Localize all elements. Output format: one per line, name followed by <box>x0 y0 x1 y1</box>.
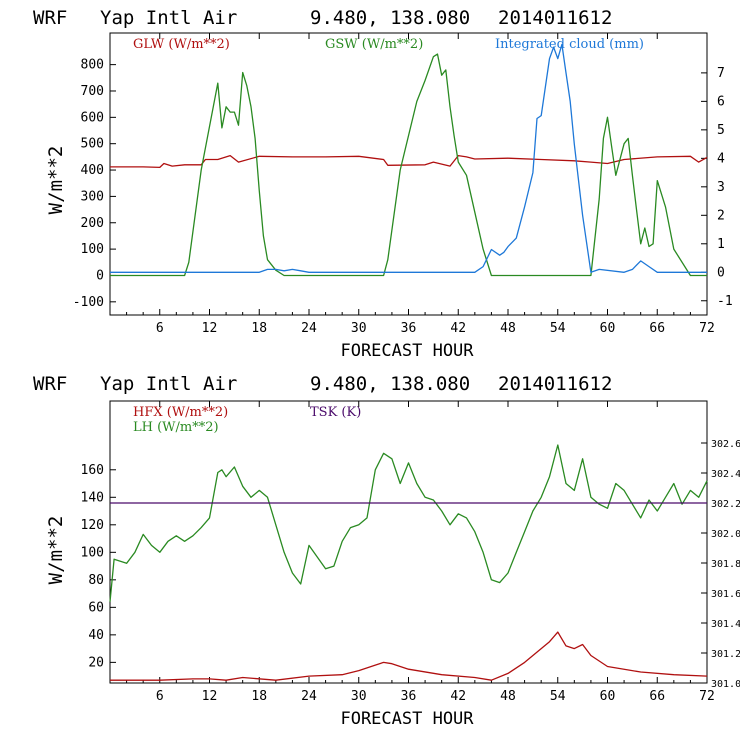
x-tick-label: 66 <box>649 689 665 704</box>
y2-tick-label: 4 <box>717 151 725 166</box>
panel2-series <box>109 444 708 681</box>
x-tick-label: 48 <box>500 321 516 336</box>
y2-tick-label: 2 <box>717 208 725 223</box>
panel1-header-init: 2014011612 <box>498 7 612 29</box>
y2-tick-label: 7 <box>717 66 725 81</box>
y-tick-label: 400 <box>81 163 104 178</box>
y2-tick-label: 301.2 <box>711 649 740 660</box>
panel2-x-axis-title: FORECAST HOUR <box>340 709 474 729</box>
y-tick-label: 0 <box>96 268 104 283</box>
y-tick-label: 100 <box>81 545 104 560</box>
y2-tick-label: 6 <box>717 94 725 109</box>
y2-tick-label: 301.8 <box>711 559 740 570</box>
panel2-y2-axis: 301.0 301.2 301.4 301.6 301.8 302.0 302.2 302.4… <box>701 439 740 690</box>
y-tick-label: -100 <box>73 295 104 310</box>
series-line-integrated <box>110 43 707 273</box>
panel2-x-axis: 6 12 18 24 30 36 42 48 54 60 66 72 <box>126 401 715 704</box>
panel-2: WRF Yap Intl Air 9.480, 138.080 20140116… <box>33 373 740 729</box>
x-tick-label: 24 <box>301 321 317 336</box>
series-line-gsw <box>110 53 707 277</box>
x-tick-label: 12 <box>202 321 218 336</box>
panel2-header-init: 2014011612 <box>498 373 612 395</box>
y-tick-label: 100 <box>81 242 104 257</box>
x-tick-label: 30 <box>351 321 367 336</box>
x-tick-label: 54 <box>550 321 566 336</box>
y2-tick-label: 3 <box>717 180 725 195</box>
y2-tick-label: 5 <box>717 123 725 138</box>
y2-tick-label: 301.0 <box>711 679 740 690</box>
panel2-header-coords: 9.480, 138.080 <box>310 373 470 395</box>
panel1-y-axis: -100 0 100 200 300 400 500 600 700 800 <box>73 58 116 310</box>
series-line-hfx <box>110 631 708 681</box>
panel2-y-axis-title: W/m**2 <box>45 516 67 585</box>
panel1-y-axis-title: W/m**2 <box>45 146 67 215</box>
x-tick-label: 18 <box>251 321 267 336</box>
panel1-x-axis: 6 12 18 24 30 36 42 48 54 60 66 72 <box>126 33 715 336</box>
panel1-y2-axis: -1 0 1 2 3 4 5 6 7 <box>701 66 733 309</box>
y-tick-label: 20 <box>88 655 104 670</box>
x-tick-label: 18 <box>251 689 267 704</box>
panel1-header-model: WRF <box>33 7 67 29</box>
legend-glw: GLW (W/m**2) <box>133 37 230 52</box>
y-tick-label: 60 <box>88 600 104 615</box>
x-tick-label: 48 <box>500 689 516 704</box>
x-tick-label: 6 <box>156 689 164 704</box>
y-tick-label: 40 <box>88 628 104 643</box>
legend-hfx: HFX (W/m**2) <box>133 405 228 420</box>
y-tick-label: 120 <box>81 518 104 533</box>
panel1-header-coords: 9.480, 138.080 <box>310 7 470 29</box>
y-tick-label: 80 <box>88 573 104 588</box>
x-tick-label: 60 <box>600 321 616 336</box>
x-tick-label: 42 <box>450 689 466 704</box>
panel-1: WRF Yap Intl Air 9.480, 138.080 20140116… <box>33 7 733 361</box>
legend-lh: LH (W/m**2) <box>133 420 219 435</box>
legend-integrated-cloud: Integrated cloud (mm) <box>495 37 644 52</box>
legend-gsw: GSW (W/m**2) <box>325 37 423 52</box>
y2-tick-label: 301.6 <box>711 589 740 600</box>
x-tick-label: 72 <box>699 689 715 704</box>
panel1-x-axis-title: FORECAST HOUR <box>340 341 474 361</box>
y2-tick-label: 302.4 <box>711 469 740 480</box>
x-tick-label: 42 <box>450 321 466 336</box>
y2-tick-label: -1 <box>717 294 733 309</box>
panel1-header-station: Yap Intl Air <box>100 7 237 29</box>
y2-tick-label: 0 <box>717 265 725 280</box>
y-tick-label: 200 <box>81 216 104 231</box>
x-tick-label: 12 <box>202 689 218 704</box>
x-tick-label: 72 <box>699 321 715 336</box>
x-tick-label: 6 <box>156 321 164 336</box>
x-tick-label: 66 <box>649 321 665 336</box>
panel1-series <box>110 43 708 277</box>
y-tick-label: 700 <box>81 84 104 99</box>
series-line-lh <box>109 444 708 602</box>
x-tick-label: 36 <box>401 689 417 704</box>
y-tick-label: 600 <box>81 110 104 125</box>
y2-tick-label: 1 <box>717 237 725 252</box>
panel2-header-model: WRF <box>33 373 67 395</box>
x-tick-label: 36 <box>401 321 417 336</box>
y2-tick-label: 302.6 <box>711 439 740 450</box>
y-tick-label: 800 <box>81 58 104 73</box>
x-tick-label: 30 <box>351 689 367 704</box>
panel2-header-station: Yap Intl Air <box>100 373 237 395</box>
panel2-y-axis: 20 40 60 80 100 120 140 160 <box>81 463 116 670</box>
x-tick-label: 60 <box>600 689 616 704</box>
y-tick-label: 300 <box>81 189 104 204</box>
y-tick-label: 500 <box>81 137 104 152</box>
series-line-glw <box>110 154 708 169</box>
y-tick-label: 140 <box>81 490 104 505</box>
y2-tick-label: 302.0 <box>711 529 740 540</box>
x-tick-label: 24 <box>301 689 317 704</box>
panel2-plot-frame <box>109 400 708 684</box>
y2-tick-label: 301.4 <box>711 619 740 630</box>
legend-tsk: TSK (K) <box>310 405 361 420</box>
x-tick-label: 54 <box>550 689 566 704</box>
y2-tick-label: 302.2 <box>711 499 740 510</box>
y-tick-label: 160 <box>81 463 104 478</box>
